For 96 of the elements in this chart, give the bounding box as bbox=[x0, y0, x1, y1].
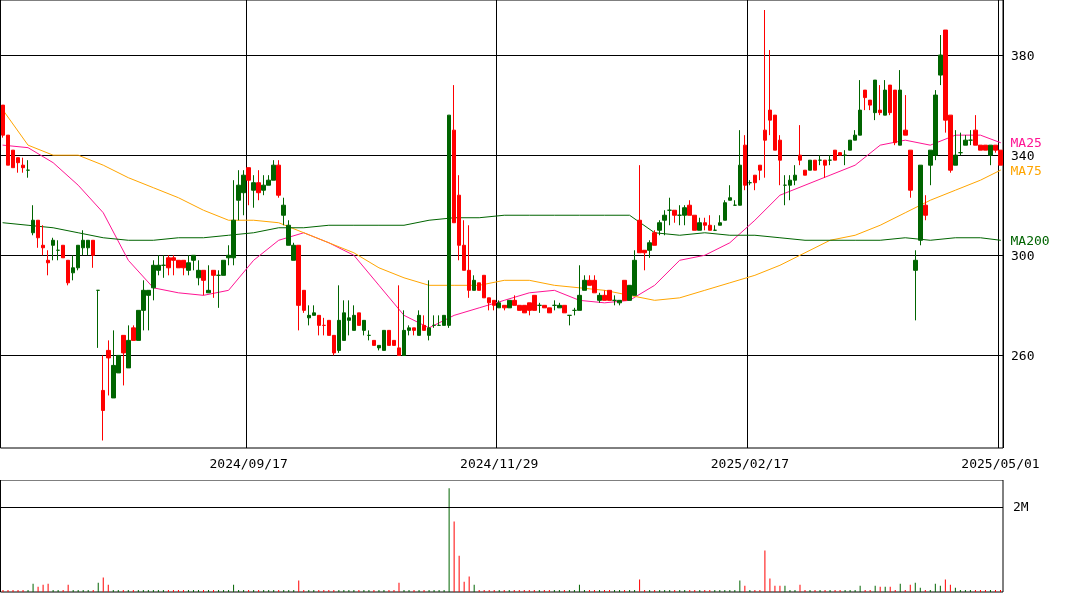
candlestick bbox=[878, 84, 882, 116]
candlestick bbox=[813, 159, 817, 171]
series-label: MA75 bbox=[1010, 162, 1042, 178]
x-tick-label: 2025/05/01 bbox=[961, 456, 1040, 471]
candlestick bbox=[126, 324, 131, 369]
candlestick bbox=[903, 94, 908, 136]
candlestick bbox=[61, 244, 65, 259]
candlestick bbox=[497, 299, 501, 309]
candlestick bbox=[372, 339, 376, 346]
candlestick bbox=[362, 319, 366, 336]
candlestick bbox=[427, 279, 431, 341]
candlestick bbox=[106, 339, 111, 396]
candlestick bbox=[622, 279, 627, 301]
candlestick bbox=[597, 292, 602, 304]
candlestick bbox=[56, 239, 60, 261]
y-tick-label: 260 bbox=[1011, 347, 1035, 363]
series-label: MA200 bbox=[1010, 232, 1050, 248]
x-tick-label: 2025/02/17 bbox=[710, 456, 790, 471]
candlestick bbox=[718, 214, 722, 226]
y-tick-label: 380 bbox=[1011, 47, 1035, 63]
candlestick bbox=[186, 254, 191, 276]
candlestick bbox=[758, 164, 762, 181]
candlestick bbox=[246, 167, 251, 206]
candlestick bbox=[923, 194, 928, 221]
candlestick bbox=[883, 79, 887, 116]
candlestick bbox=[863, 89, 867, 111]
candlestick bbox=[763, 9, 767, 179]
candlestick bbox=[803, 169, 807, 176]
candlestick bbox=[958, 132, 963, 156]
candlestick bbox=[738, 129, 742, 206]
candlestick bbox=[191, 254, 196, 271]
candlestick bbox=[51, 237, 55, 261]
candlestick bbox=[422, 314, 426, 331]
candlestick bbox=[206, 264, 211, 294]
candlestick bbox=[36, 219, 40, 249]
candlestick bbox=[507, 299, 512, 309]
candlestick bbox=[557, 302, 562, 309]
candlestick bbox=[672, 209, 677, 224]
candlestick bbox=[121, 334, 126, 386]
candlestick bbox=[697, 217, 702, 231]
candlestick bbox=[281, 197, 286, 226]
candlestick bbox=[843, 149, 847, 166]
candlestick bbox=[196, 259, 201, 286]
candlestick bbox=[96, 289, 100, 349]
candlestick bbox=[823, 159, 827, 179]
candlestick bbox=[908, 149, 913, 199]
candlestick bbox=[753, 174, 757, 191]
candlestick bbox=[743, 134, 747, 191]
candlestick bbox=[417, 309, 421, 336]
candlestick bbox=[617, 299, 622, 306]
candlestick bbox=[953, 129, 958, 166]
candlestick bbox=[723, 199, 727, 221]
candlestick bbox=[938, 34, 943, 86]
candlestick bbox=[798, 124, 802, 166]
candlestick bbox=[667, 197, 672, 226]
candlestick bbox=[657, 219, 662, 236]
candlestick bbox=[652, 229, 657, 246]
candlestick bbox=[21, 157, 25, 174]
candlestick bbox=[502, 304, 507, 311]
candlestick bbox=[808, 159, 812, 171]
candlestick bbox=[412, 327, 416, 336]
candlestick bbox=[201, 269, 206, 296]
ref-line-label: 2M bbox=[1013, 499, 1029, 515]
candlestick bbox=[317, 314, 321, 336]
x-tick-label: 2024/09/17 bbox=[209, 456, 288, 471]
candlestick bbox=[647, 239, 652, 259]
candlestick bbox=[582, 274, 587, 291]
candlestick bbox=[432, 314, 436, 329]
candlestick bbox=[211, 269, 216, 299]
candlestick bbox=[988, 144, 993, 166]
candlestick bbox=[41, 224, 45, 256]
candlestick bbox=[472, 274, 476, 291]
candlestick bbox=[357, 312, 361, 326]
candlestick bbox=[251, 174, 256, 209]
x-tick-label: 2024/11/29 bbox=[460, 456, 539, 471]
candlestick bbox=[898, 69, 902, 146]
candlestick bbox=[397, 284, 401, 356]
candlestick bbox=[46, 249, 50, 276]
candlestick bbox=[26, 159, 30, 179]
candlestick bbox=[562, 304, 567, 314]
y-tick-label: 300 bbox=[1011, 247, 1035, 263]
candlestick bbox=[873, 79, 877, 121]
candlestick bbox=[256, 169, 261, 201]
candlestick bbox=[276, 159, 281, 199]
candlestick bbox=[682, 204, 687, 226]
candlestick bbox=[101, 354, 105, 441]
candlestick bbox=[66, 259, 70, 286]
candlestick bbox=[131, 324, 136, 341]
candlestick bbox=[913, 249, 918, 321]
candlestick bbox=[537, 302, 542, 314]
candlestick bbox=[91, 239, 95, 269]
candlestick bbox=[728, 184, 732, 201]
line-series bbox=[2, 134, 1001, 329]
candlestick bbox=[868, 99, 872, 111]
candlestick bbox=[577, 264, 582, 311]
candlestick bbox=[567, 314, 572, 326]
